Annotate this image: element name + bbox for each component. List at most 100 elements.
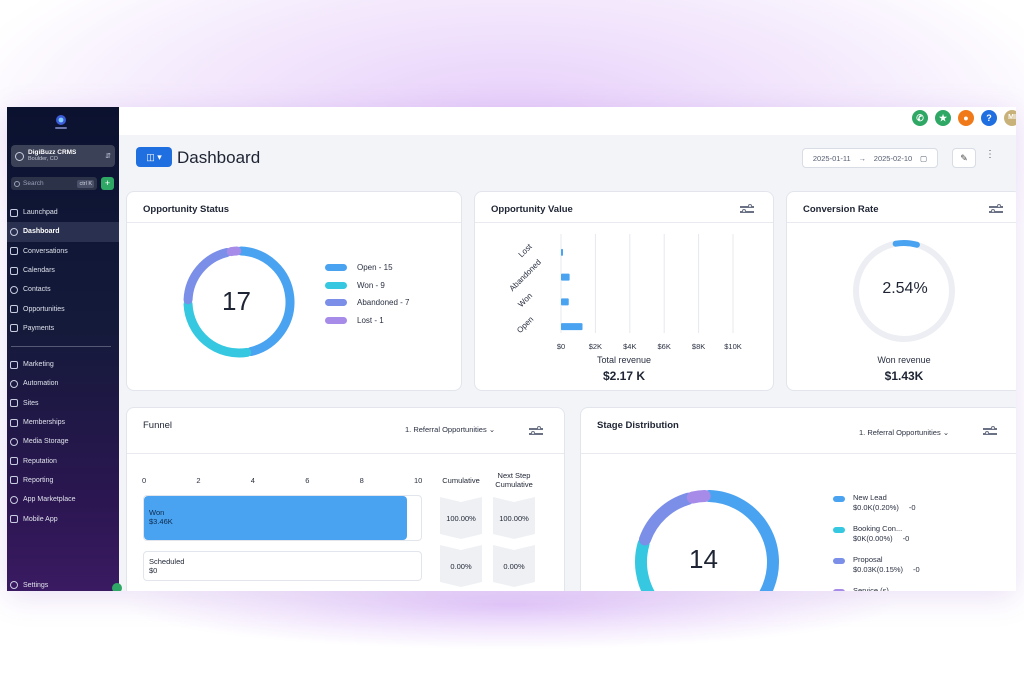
sidebar-item-label: Marketing bbox=[23, 361, 54, 369]
next-step-header: Next Step Cumulative bbox=[495, 471, 533, 489]
sidebar-item-launchpad[interactable]: Launchpad bbox=[7, 203, 119, 222]
legend-swatch bbox=[833, 496, 845, 502]
sidebar-item-label: App Marketplace bbox=[23, 496, 76, 504]
stage-amount: $0K(0.00%) bbox=[853, 534, 893, 544]
funnel-pipeline-select[interactable]: 1. Referral Opportunities ⌄ bbox=[399, 421, 502, 439]
stage-name: Booking Con... bbox=[853, 524, 903, 533]
bar-won[interactable] bbox=[561, 298, 569, 306]
stage-pipeline-select[interactable]: 1. Referral Opportunities ⌄ bbox=[853, 424, 956, 442]
legend-swatch bbox=[833, 527, 845, 533]
funnel-bar-won[interactable]: Won $3.46K bbox=[143, 495, 422, 541]
opportunity-status-segment-2[interactable] bbox=[183, 247, 232, 305]
sidebar-item-marketing[interactable]: Marketing bbox=[7, 355, 119, 374]
date-range-picker[interactable]: 2025-01-11 → 2025-02-10 ▢ bbox=[802, 148, 938, 168]
conversion-rate-arc bbox=[892, 240, 920, 248]
y-category-label: Open bbox=[515, 315, 535, 335]
opportunity-status-segment-3[interactable] bbox=[226, 246, 242, 257]
date-start: 2025-01-11 bbox=[812, 153, 851, 163]
funnel-axis-tick: 8 bbox=[359, 476, 364, 485]
bar-abandoned[interactable] bbox=[561, 273, 570, 281]
sidebar-item-opportunities[interactable]: Opportunities bbox=[7, 299, 119, 318]
chevron-down-icon: ⌄ bbox=[942, 428, 950, 437]
search-input[interactable]: Search ctrl K bbox=[11, 177, 97, 190]
sidebar-item-label: Calendars bbox=[23, 267, 55, 275]
sidebar-item-memberships[interactable]: Memberships bbox=[7, 413, 119, 432]
quick-add-button[interactable]: + bbox=[101, 177, 114, 190]
opportunity-value-card: Opportunity Value $0 $2K $4K $6K $8K $10K Lost… bbox=[474, 191, 774, 391]
dashboard-switcher-button[interactable]: ◫ ▾ bbox=[136, 147, 172, 167]
total-revenue-label: Total revenue bbox=[596, 355, 652, 365]
arrow-right-icon: → bbox=[858, 153, 867, 163]
user-avatar[interactable]: MI bbox=[1004, 110, 1016, 126]
opportunity-status-segment-0[interactable] bbox=[236, 246, 295, 357]
legend-item: Won - 9 bbox=[325, 277, 410, 295]
opportunity-status-donut bbox=[183, 246, 295, 358]
gear-icon bbox=[10, 581, 18, 589]
phone-icon[interactable]: ✆ bbox=[912, 110, 928, 126]
x-tick-label: $10K bbox=[724, 342, 742, 351]
funnel-axis-tick: 0 bbox=[142, 476, 147, 485]
sidebar-item-settings[interactable]: Settings bbox=[10, 581, 48, 589]
sidebar-divider bbox=[11, 346, 111, 347]
x-tick-label: $4K bbox=[623, 342, 636, 351]
opportunity-status-title: Opportunity Status bbox=[143, 204, 230, 215]
stage-segment-new-lead[interactable] bbox=[664, 490, 779, 591]
legend-swatch bbox=[325, 316, 347, 324]
sidebar-item-reputation[interactable]: Reputation bbox=[7, 451, 119, 470]
filter-icon[interactable] bbox=[989, 204, 1003, 214]
sidebar-item-conversations[interactable]: Conversations bbox=[7, 242, 119, 261]
stage-count: -0 bbox=[913, 565, 920, 575]
stage-detail: $0K(0.00%) -0 bbox=[853, 534, 909, 544]
bar-lost[interactable] bbox=[561, 248, 563, 256]
x-tick-label: $0 bbox=[557, 342, 565, 351]
sidebar-item-label: Launchpad bbox=[23, 209, 58, 217]
brand-logo-icon bbox=[55, 115, 67, 129]
location-switcher[interactable]: DigiBuzz CRMS Boulder, CO ⇵ bbox=[11, 145, 115, 167]
funnel-stage-label: Scheduled $0 bbox=[149, 557, 184, 576]
stage-amount: $0.0K(0.20%) bbox=[853, 503, 899, 513]
stage-segment-booking[interactable] bbox=[635, 537, 660, 591]
sidebar-item-contacts[interactable]: Contacts bbox=[7, 280, 119, 299]
stage-name: New Lead bbox=[853, 493, 887, 502]
dashboard-icon bbox=[10, 227, 18, 236]
bar-open[interactable] bbox=[561, 323, 583, 331]
sidebar-item-app-marketplace[interactable]: App Marketplace bbox=[7, 490, 119, 509]
opportunity-status-legend: Open - 15 Won - 9 Abandoned - 7 Lost - 1 bbox=[325, 259, 410, 329]
legend-label: Lost - 1 bbox=[357, 315, 384, 325]
edit-dashboard-button[interactable]: ✎ bbox=[952, 148, 976, 168]
page-header: ◫ ▾ Dashboard 2025-01-11 → 2025-02-10 ▢ … bbox=[119, 135, 1016, 183]
conversion-rate-value: 2.54% bbox=[882, 280, 928, 297]
legend-swatch bbox=[833, 558, 845, 564]
sidebar-item-dashboard[interactable]: Dashboard bbox=[7, 222, 119, 242]
funnel-stage-name: Won bbox=[149, 508, 165, 517]
filter-icon[interactable] bbox=[740, 204, 754, 214]
more-options-icon[interactable]: ⋮ bbox=[985, 149, 995, 160]
funnel-bar-scheduled[interactable]: Scheduled $0 bbox=[143, 551, 422, 581]
settings-label: Settings bbox=[23, 581, 49, 589]
sidebar-item-automation[interactable]: Automation bbox=[7, 374, 119, 393]
app-window: DigiBuzz CRMS Boulder, CO ⇵ Search ctrl … bbox=[7, 107, 1016, 591]
filter-icon[interactable] bbox=[529, 426, 543, 436]
opportunity-status-segment-1[interactable] bbox=[183, 299, 252, 358]
status-indicator bbox=[112, 583, 122, 591]
top-bar: ✆ ★ ● ? MI bbox=[119, 107, 1016, 135]
sidebar-item-sites[interactable]: Sites bbox=[7, 394, 119, 413]
conversion-rate-card: Conversion Rate 2.54% Won revenue $1.43K bbox=[786, 191, 1016, 391]
filter-icon[interactable] bbox=[983, 426, 997, 436]
stage-legend-item: Booking Con... $0K(0.00%) -0 bbox=[853, 524, 909, 544]
sidebar-item-calendars[interactable]: Calendars bbox=[7, 261, 119, 280]
help-icon[interactable]: ? bbox=[981, 110, 997, 126]
stage-segment-proposal[interactable] bbox=[638, 492, 695, 546]
megaphone-icon[interactable]: ★ bbox=[935, 110, 951, 126]
sidebar-item-mobile-app[interactable]: Mobile App bbox=[7, 509, 119, 528]
sidebar-item-reporting[interactable]: Reporting bbox=[7, 471, 119, 490]
sidebar-item-payments[interactable]: Payments bbox=[7, 319, 119, 338]
bell-icon[interactable]: ● bbox=[958, 110, 974, 126]
sidebar-item-media-storage[interactable]: Media Storage bbox=[7, 432, 119, 451]
send-icon bbox=[10, 360, 18, 369]
cumulative-value: 0.00% bbox=[440, 545, 482, 587]
stage-segment-service[interactable] bbox=[686, 490, 711, 504]
legend-swatch bbox=[833, 589, 845, 591]
legend-item: Open - 15 bbox=[325, 259, 410, 277]
